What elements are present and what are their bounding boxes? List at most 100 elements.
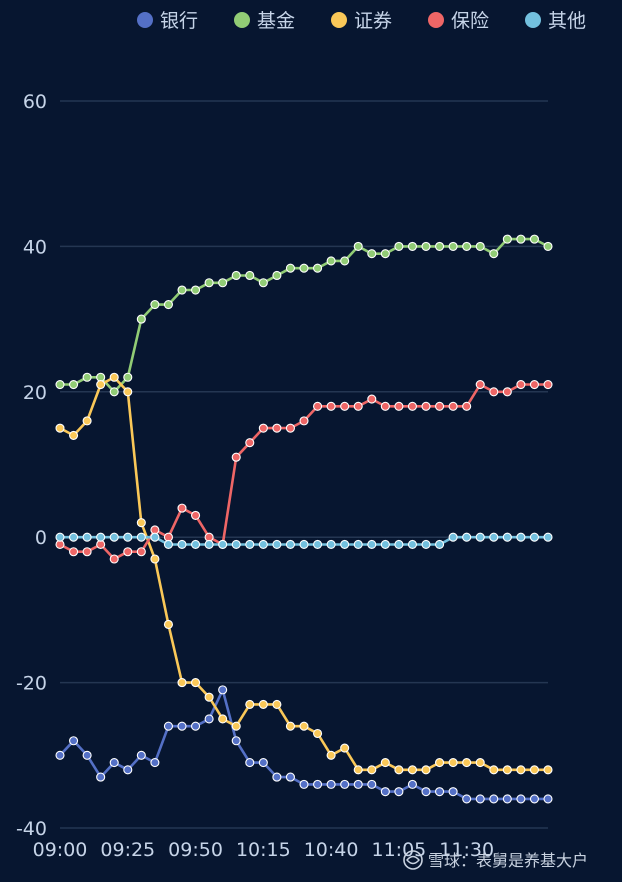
data-point[interactable] (123, 387, 133, 397)
data-point[interactable] (123, 532, 133, 542)
data-point[interactable] (435, 539, 445, 550)
data-point[interactable] (258, 699, 268, 709)
data-point[interactable] (69, 736, 79, 746)
data-point[interactable] (299, 263, 309, 273)
data-point[interactable] (421, 765, 431, 775)
data-point[interactable] (69, 547, 79, 557)
data-point[interactable] (272, 423, 282, 433)
data-point[interactable] (69, 430, 79, 440)
data-point[interactable] (353, 241, 363, 251)
data-point[interactable] (516, 234, 526, 244)
legend-item[interactable]: 银行 (137, 10, 198, 32)
data-point[interactable] (529, 532, 539, 542)
data-point[interactable] (340, 779, 350, 789)
data-point[interactable] (529, 234, 539, 244)
data-point[interactable] (421, 539, 431, 550)
data-point[interactable] (245, 758, 255, 768)
data-point[interactable] (245, 270, 255, 281)
data-point[interactable] (367, 539, 377, 550)
data-point[interactable] (177, 721, 187, 731)
data-point[interactable] (69, 379, 79, 390)
data-point[interactable] (136, 750, 146, 760)
data-point[interactable] (326, 539, 336, 550)
data-point[interactable] (367, 249, 377, 259)
data-point[interactable] (394, 539, 404, 550)
data-point[interactable] (313, 401, 323, 411)
data-point[interactable] (204, 692, 214, 702)
data-point[interactable] (163, 721, 173, 731)
data-point[interactable] (218, 278, 228, 288)
data-point[interactable] (529, 765, 539, 775)
data-point[interactable] (448, 532, 458, 542)
data-point[interactable] (462, 401, 472, 411)
data-point[interactable] (136, 547, 146, 557)
data-point[interactable] (421, 787, 431, 797)
data-point[interactable] (462, 532, 472, 542)
data-point[interactable] (109, 372, 119, 382)
data-point[interactable] (191, 678, 201, 688)
data-point[interactable] (82, 532, 92, 542)
data-point[interactable] (272, 270, 282, 281)
data-point[interactable] (380, 787, 390, 797)
data-point[interactable] (353, 401, 363, 411)
data-point[interactable] (231, 452, 241, 462)
data-point[interactable] (55, 423, 65, 433)
data-point[interactable] (245, 699, 255, 709)
data-point[interactable] (109, 554, 119, 564)
data-point[interactable] (191, 539, 201, 550)
data-point[interactable] (353, 765, 363, 775)
data-point[interactable] (421, 241, 431, 251)
data-point[interactable] (150, 758, 160, 768)
data-point[interactable] (475, 379, 485, 390)
data-point[interactable] (448, 401, 458, 411)
data-point[interactable] (258, 539, 268, 550)
data-point[interactable] (380, 758, 390, 768)
data-point[interactable] (448, 787, 458, 797)
data-point[interactable] (326, 779, 336, 789)
legend-item[interactable]: 证券 (331, 10, 392, 32)
data-point[interactable] (502, 387, 512, 397)
data-point[interactable] (204, 278, 214, 288)
data-point[interactable] (272, 772, 282, 782)
data-point[interactable] (136, 518, 146, 528)
data-point[interactable] (96, 532, 106, 542)
data-point[interactable] (272, 539, 282, 550)
data-point[interactable] (299, 539, 309, 550)
data-point[interactable] (177, 539, 187, 550)
legend[interactable]: 银行 基金 证券 保险 其他 (137, 10, 586, 32)
data-point[interactable] (475, 241, 485, 251)
data-point[interactable] (245, 539, 255, 550)
data-point[interactable] (529, 794, 539, 804)
data-point[interactable] (285, 721, 295, 731)
data-point[interactable] (340, 743, 350, 753)
data-point[interactable] (367, 779, 377, 789)
data-point[interactable] (502, 794, 512, 804)
data-point[interactable] (313, 779, 323, 789)
data-point[interactable] (231, 539, 241, 550)
data-point[interactable] (394, 765, 404, 775)
data-point[interactable] (150, 554, 160, 564)
data-point[interactable] (502, 765, 512, 775)
legend-item[interactable]: 保险 (428, 10, 489, 32)
data-point[interactable] (299, 779, 309, 789)
data-point[interactable] (191, 721, 201, 731)
data-point[interactable] (123, 372, 133, 382)
data-point[interactable] (231, 270, 241, 281)
data-point[interactable] (82, 750, 92, 760)
data-point[interactable] (421, 401, 431, 411)
legend-item[interactable]: 其他 (525, 10, 586, 32)
data-point[interactable] (435, 401, 445, 411)
data-point[interactable] (353, 779, 363, 789)
data-point[interactable] (462, 758, 472, 768)
data-point[interactable] (462, 794, 472, 804)
data-point[interactable] (272, 699, 282, 709)
data-point[interactable] (380, 539, 390, 550)
data-point[interactable] (502, 234, 512, 244)
data-point[interactable] (163, 539, 173, 550)
data-point[interactable] (407, 241, 417, 251)
data-point[interactable] (516, 379, 526, 390)
data-point[interactable] (69, 532, 79, 542)
data-point[interactable] (407, 765, 417, 775)
data-point[interactable] (109, 387, 119, 397)
data-point[interactable] (285, 539, 295, 550)
